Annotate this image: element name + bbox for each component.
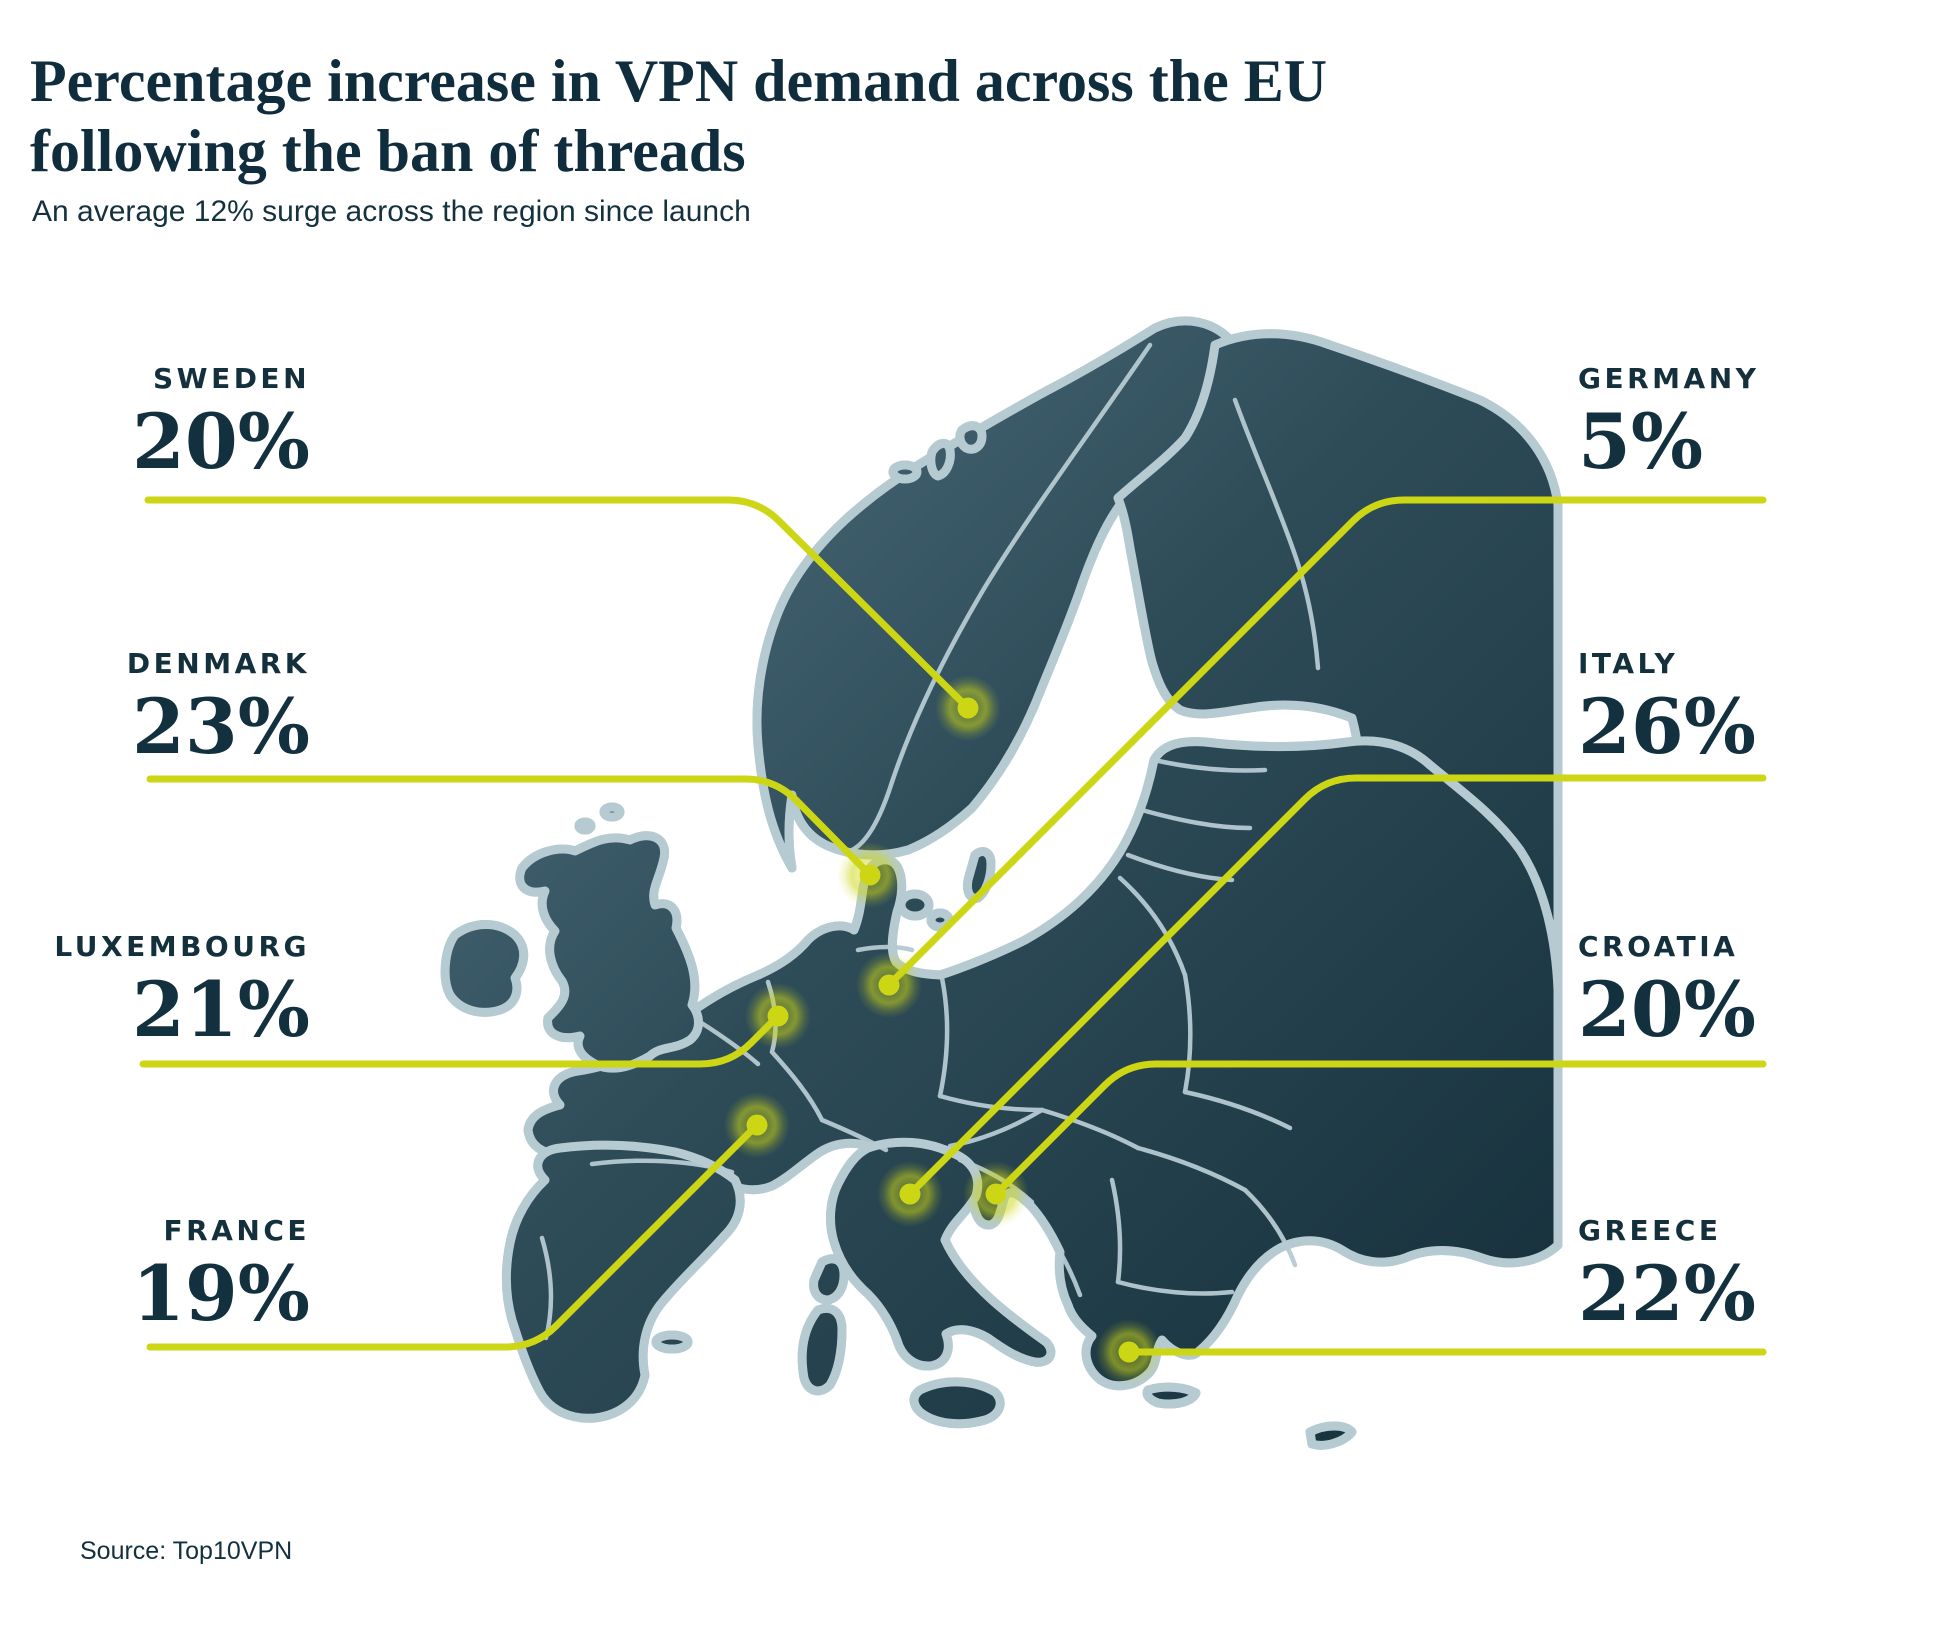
country-name: ITALY [1578, 647, 1679, 680]
country-percentage: 23% [132, 682, 310, 771]
page-title-line2: following the ban of threads [30, 118, 746, 185]
country-name: CROATIA [1578, 930, 1739, 963]
callout-line-croatia [992, 1060, 1767, 1198]
country-label-italy: ITALY 26% [1578, 648, 1756, 766]
country-label-luxembourg: LUXEMBOURG 21% [54, 931, 310, 1049]
marker-dot-germany [878, 974, 900, 996]
callout-line-germany [885, 496, 1767, 989]
marker-dot-italy [899, 1183, 921, 1205]
marker-dot-sweden [957, 697, 979, 719]
country-percentage: 5% [1578, 397, 1704, 486]
country-name: LUXEMBOURG [54, 930, 310, 963]
country-name: FRANCE [163, 1214, 310, 1247]
country-name: DENMARK [126, 647, 310, 680]
country-name: GERMANY [1578, 362, 1760, 395]
callout-line-italy [906, 774, 1767, 1198]
country-label-greece: GREECE 22% [1578, 1215, 1756, 1333]
callout-line-sweden [144, 496, 972, 712]
marker-dot-france [746, 1114, 768, 1136]
marker-dot-greece [1118, 1341, 1140, 1363]
country-label-denmark: DENMARK 23% [127, 648, 310, 766]
country-name: GREECE [1578, 1214, 1722, 1247]
country-label-croatia: CROATIA 20% [1578, 931, 1756, 1049]
marker-dot-luxembourg [767, 1005, 789, 1027]
page-title: Percentage increase in VPN demand across… [30, 46, 1327, 186]
callout-layer [139, 496, 1767, 1385]
country-percentage: 20% [1578, 965, 1756, 1054]
country-label-sweden: SWEDEN 20% [132, 363, 310, 481]
marker-dot-denmark [859, 864, 881, 886]
callout-line-denmark [146, 775, 874, 879]
country-percentage: 19% [132, 1249, 310, 1338]
callout-line-france [146, 1121, 761, 1351]
source-credit: Source: Top10VPN [80, 1537, 293, 1565]
country-percentage: 20% [132, 397, 310, 486]
page-title-line1: Percentage increase in VPN demand across… [30, 48, 1328, 115]
page-subtitle: An average 12% surge across the region s… [32, 195, 751, 228]
country-label-france: FRANCE 19% [132, 1215, 310, 1333]
country-percentage: 26% [1578, 682, 1756, 771]
callout-line-luxembourg [139, 1012, 782, 1068]
country-percentage: 21% [132, 965, 310, 1054]
marker-dot-croatia [985, 1183, 1007, 1205]
country-name: SWEDEN [153, 362, 310, 395]
country-label-germany: GERMANY 5% [1578, 363, 1759, 481]
landmass [445, 321, 1558, 1445]
country-percentage: 22% [1578, 1249, 1756, 1338]
